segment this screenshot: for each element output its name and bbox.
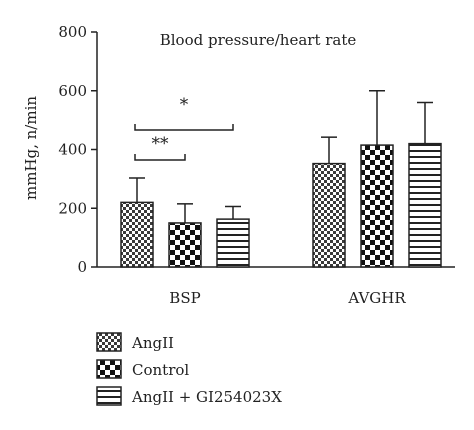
- legend-swatch: [96, 386, 122, 406]
- bar: [120, 201, 154, 268]
- bar: [216, 218, 250, 268]
- bars: [120, 142, 442, 268]
- y-tick-label: 0: [77, 258, 87, 276]
- y-tick-label: 800: [58, 23, 87, 41]
- legend-swatch: [96, 359, 122, 379]
- y-tick-label: 200: [58, 199, 87, 217]
- significance-bracket: [134, 124, 234, 131]
- significance-label: *: [180, 95, 189, 115]
- y-tick-label: 400: [58, 141, 87, 159]
- legend-swatch: [96, 332, 122, 352]
- y-axis-label: mmHg, n/min: [22, 96, 40, 200]
- bar: [408, 142, 442, 268]
- y-ticks: 0 200 400 600 800: [58, 23, 97, 276]
- significance-label: **: [152, 134, 170, 154]
- y-tick-label: 600: [58, 82, 87, 100]
- legend-label: AngII: [131, 334, 174, 352]
- significance-brackets: ***: [134, 95, 234, 161]
- bar: [168, 222, 202, 268]
- significance-bracket: [134, 154, 186, 161]
- bar: [360, 144, 394, 268]
- bar: [312, 162, 346, 268]
- x-tick-label: BSP: [169, 289, 200, 307]
- legend: AngII Control AngII + GI254023X: [96, 332, 282, 406]
- legend-label: AngII + GI254023X: [131, 388, 282, 406]
- legend-label: Control: [132, 361, 189, 379]
- x-tick-labels: BSP AVGHR: [169, 289, 406, 307]
- x-tick-label: AVGHR: [347, 289, 406, 307]
- chart-title: Blood pressure/heart rate: [160, 31, 357, 49]
- error-bars: [129, 90, 433, 223]
